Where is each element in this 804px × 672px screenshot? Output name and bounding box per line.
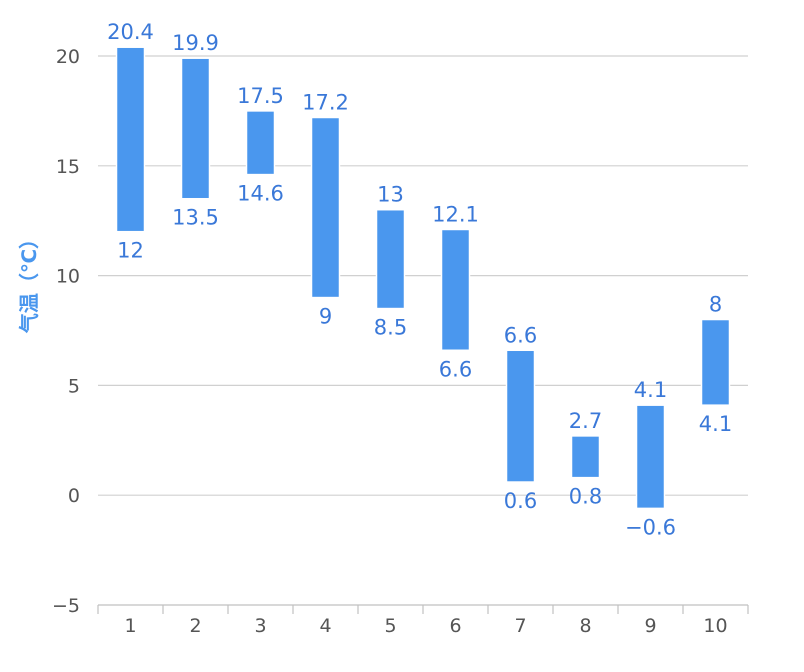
low-value-label: 13.5	[172, 206, 219, 230]
range-bar	[310, 116, 341, 299]
range-bar	[570, 435, 601, 479]
range-bar	[115, 46, 146, 233]
high-value-label: 17.2	[302, 90, 349, 114]
data-labels: 20.4 12 19.9 13.5 17.5 14.6 17.2 9 13 8.5 12.1 6.6 6…	[107, 20, 732, 539]
low-value-label: 4.1	[699, 412, 732, 436]
low-value-label: 0.8	[569, 485, 602, 509]
high-value-label: 17.5	[237, 84, 284, 108]
range-bar	[505, 349, 536, 483]
range-bar	[375, 208, 406, 310]
y-tick-label: 10	[56, 266, 80, 288]
low-value-label: 12	[117, 239, 144, 263]
low-value-label: −0.6	[625, 515, 676, 539]
x-tick-label: 8	[579, 615, 591, 637]
y-axis-title: 气温（℃）	[17, 229, 41, 334]
high-value-label: 2.7	[569, 409, 602, 433]
x-tick-label: 6	[449, 615, 461, 637]
high-value-label: 20.4	[107, 20, 154, 44]
range-bar	[700, 318, 731, 406]
high-value-label: 8	[709, 293, 722, 317]
high-value-label: 6.6	[504, 323, 537, 347]
high-value-label: 13	[377, 183, 404, 207]
low-value-label: 14.6	[237, 182, 284, 206]
low-value-label: 6.6	[439, 357, 472, 381]
low-value-label: 9	[319, 305, 332, 329]
range-bars	[115, 46, 731, 510]
y-tick-label: 15	[56, 156, 80, 178]
x-tick-label: 4	[319, 615, 331, 637]
range-bar	[440, 228, 471, 352]
high-value-label: 12.1	[432, 202, 479, 226]
x-tick-label: 9	[644, 615, 656, 637]
y-tick-label: 0	[68, 485, 80, 507]
grid-lines: 20 15 10 5 0 −5	[52, 46, 748, 617]
low-value-label: 0.6	[504, 489, 537, 513]
x-tick-label: 2	[189, 615, 201, 637]
high-value-label: 19.9	[172, 31, 219, 55]
y-tick-label: 5	[68, 375, 80, 397]
y-tick-label: −5	[52, 595, 80, 617]
range-bar	[180, 57, 211, 200]
y-tick-label: 20	[56, 46, 80, 68]
x-tick-label: 7	[514, 615, 526, 637]
high-value-label: 4.1	[634, 378, 667, 402]
low-value-label: 8.5	[374, 316, 407, 340]
x-tick-label: 10	[703, 615, 727, 637]
x-axis: 1 2 3 4 5 6 7 8 9 10	[97, 604, 749, 637]
x-tick-label: 1	[124, 615, 136, 637]
range-bar	[245, 110, 276, 176]
range-bar	[635, 404, 666, 510]
x-tick-label: 3	[254, 615, 266, 637]
x-tick-label: 5	[384, 615, 396, 637]
